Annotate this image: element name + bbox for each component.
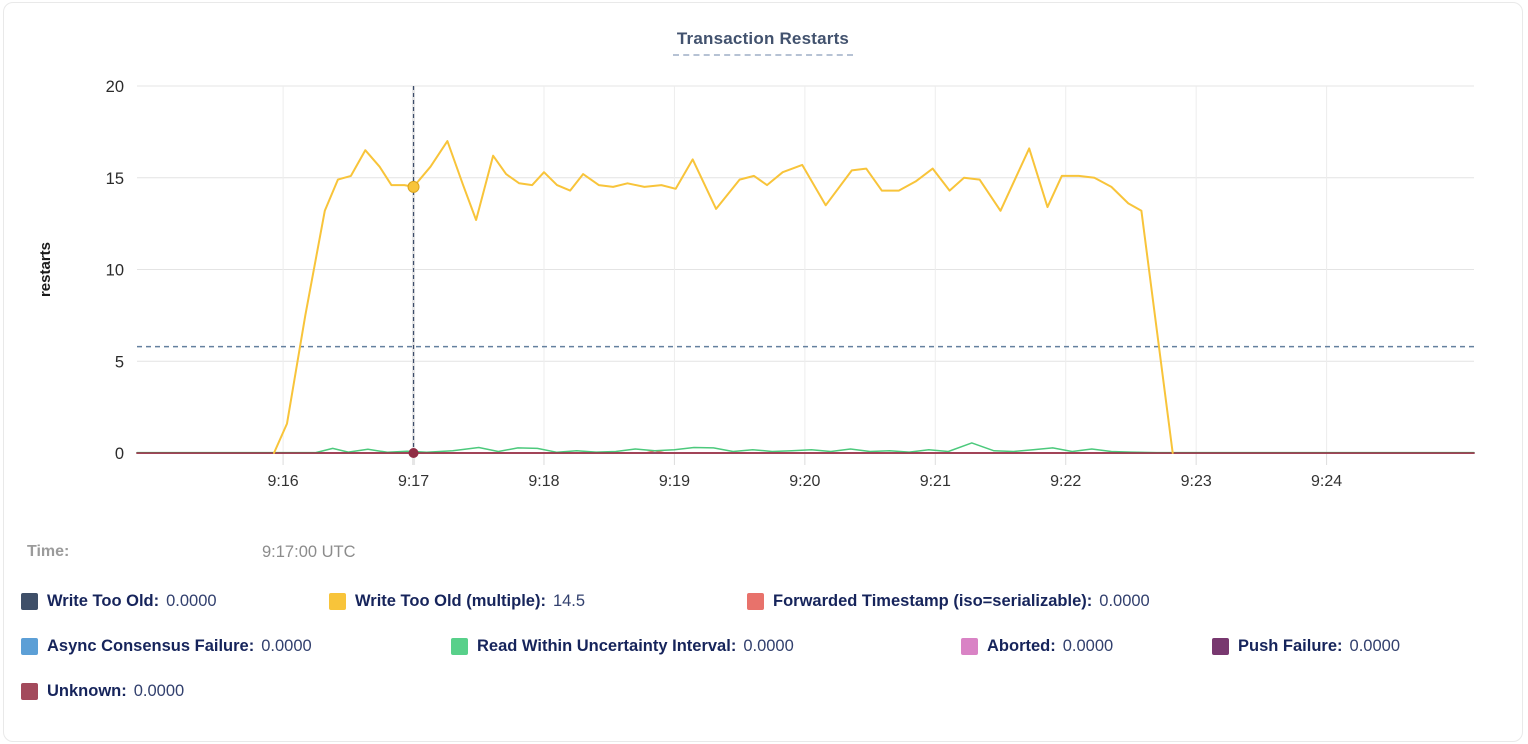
legend-label: Write Too Old: [47,591,160,610]
y-tick-label: 10 [106,262,124,280]
x-tick-label: 9:24 [1311,473,1342,490]
legend-label: Read Within Uncertainty Interval: [477,636,737,655]
chart-panel: Transaction Restarts 0 5 10 15 20 9:16 9:17 9:1… [3,2,1523,742]
y-tick-label: 20 [106,78,124,96]
legend-label: Aborted: [987,636,1056,655]
legend-item-read-within-uncertainty-interval[interactable]: Read Within Uncertainty Interval: 0.0000 [451,636,794,656]
y-tick-label: 15 [106,170,124,188]
legend-value: 14.5 [552,591,586,610]
chart-title[interactable]: Transaction Restarts [672,29,854,56]
legend-value: 0.0000 [1349,636,1400,655]
legend-value: 0.0000 [261,636,312,655]
x-tick-label: 9:16 [268,473,299,490]
legend-item-async-consensus-failure[interactable]: Async Consensus Failure: 0.0000 [21,636,312,656]
x-tick-label: 9:20 [789,473,820,490]
legend-item-forwarded-timestamp-iso-serializable[interactable]: Forwarded Timestamp (iso=serializable): 0… [747,591,1150,611]
legend-label: Write Too Old (multiple): [355,591,546,610]
crosshair-dot-write-too-old-multiple[interactable] [407,180,420,193]
legend-value: 0.0000 [743,636,794,655]
transaction-restarts-chart[interactable]: 0 5 10 15 20 9:16 9:17 9:18 9:19 9:20 9:21 9:22 9:23… [4,3,1528,523]
legend-value: 0.0000 [133,681,185,700]
x-tick-label: 9:23 [1181,473,1212,490]
y-tick-label: 0 [115,445,124,463]
legend-item-write-too-old[interactable]: Write Too Old: 0.0000 [21,591,217,611]
x-tick-label: 9:17 [398,473,429,490]
legend-swatch-write-too-old-multiple [329,592,346,610]
legend-swatch-forwarded-timestamp-iso-serializable [747,592,764,610]
legend-value: 0.0000 [1099,591,1150,610]
x-tick-label: 9:21 [920,473,951,490]
legend-swatch-unknown [21,682,38,700]
time-readout-row: Time: 9:17:00 UTC [4,543,1522,567]
crosshair-dot-unknown[interactable] [408,448,419,458]
chart-title-wrap: Transaction Restarts [4,29,1522,56]
legend-swatch-aborted [961,637,978,655]
y-tick-label: 5 [115,353,124,371]
legend-value: 0.0000 [1062,636,1114,655]
time-readout-value: 9:17:00 UTC [262,543,356,561]
series-line-read-within-uncertainty-interval [136,442,1475,454]
legend-label: Forwarded Timestamp (iso=serializable): [773,591,1093,610]
series-line-write-too-old-multiple [273,140,1174,454]
x-tick-label: 9:19 [659,473,690,490]
x-tick-label: 9:22 [1050,473,1081,490]
legend-value: 0.0000 [166,591,217,610]
legend-item-unknown[interactable]: Unknown: 0.0000 [21,681,184,701]
legend-label: Async Consensus Failure: [47,636,255,655]
legend-item-aborted[interactable]: Aborted: 0.0000 [961,636,1113,656]
legend-swatch-async-consensus-failure [21,637,38,655]
legend-swatch-write-too-old [21,592,38,610]
y-axis-title: restarts [37,242,54,297]
legend-swatch-read-within-uncertainty-interval [451,637,468,655]
legend-swatch-push-failure [1212,637,1229,655]
time-readout-label: Time: [27,543,70,560]
legend-item-push-failure[interactable]: Push Failure: 0.0000 [1212,636,1400,656]
legend-item-write-too-old-multiple[interactable]: Write Too Old (multiple): 14.5 [329,591,585,611]
legend-label: Push Failure: [1238,636,1343,655]
legend-label: Unknown: [47,681,127,700]
x-tick-label: 9:18 [528,473,559,490]
